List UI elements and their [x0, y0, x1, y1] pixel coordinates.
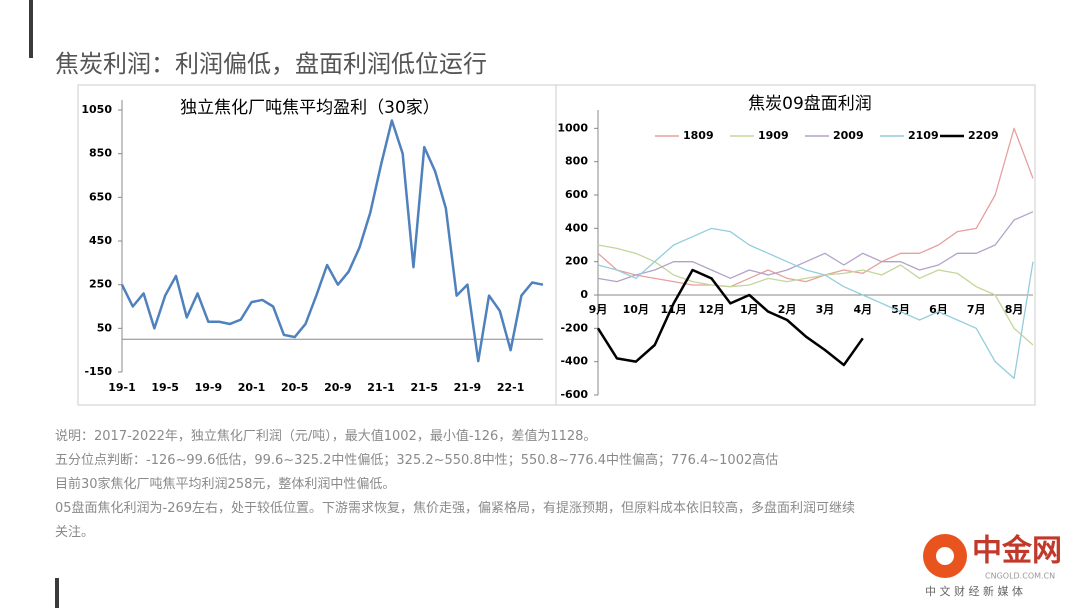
watermark-slogan: 中 文 财 经 新 媒 体: [925, 584, 1023, 598]
series-line: [597, 211, 1034, 283]
chart-title: 焦炭09盘面利润: [748, 94, 872, 114]
y-tick-label: 0: [580, 288, 588, 301]
y-tick-label: 450: [89, 234, 112, 247]
x-tick-label: 10月: [623, 303, 649, 316]
logo: [936, 547, 954, 565]
series-line: [597, 127, 1034, 288]
y-tick-label: 650: [89, 190, 112, 203]
legend-label: 1809: [683, 129, 714, 142]
legend-label: 2109: [908, 129, 939, 142]
note: 05盘面焦化利润为-269左右，处于较低位置。下游需求恢复，焦价走强，偏紧格局，…: [55, 501, 856, 516]
y-tick-label: 800: [565, 155, 588, 168]
watermark-name: 中金网: [972, 534, 1062, 569]
note: 目前30家焦化厂吨焦平均利润258元，整体利润中性偏低。: [55, 477, 396, 492]
x-tick-label: 3月: [816, 303, 835, 316]
y-tick-label: 850: [89, 147, 112, 160]
x-tick-label: 19-1: [108, 381, 136, 394]
accent-bar: [55, 578, 59, 608]
watermark-site: CNGOLD.COM.CN: [985, 572, 1055, 581]
series-line: [597, 244, 1034, 346]
y-tick-label: 1000: [557, 121, 588, 134]
x-tick-label: 20-9: [324, 381, 352, 394]
y-tick-label: -400: [560, 355, 588, 368]
legend-label: 2209: [968, 129, 999, 142]
y-tick-label: 50: [97, 321, 113, 334]
x-tick-label: 20-1: [238, 381, 266, 394]
x-tick-label: 8月: [1005, 303, 1024, 316]
x-tick-label: 19-5: [151, 381, 179, 394]
y-tick-label: -200: [560, 321, 588, 334]
note: 关注。: [55, 525, 95, 540]
y-tick-label: 250: [89, 278, 112, 291]
x-tick-label: 21-1: [367, 381, 395, 394]
line: [120, 119, 544, 363]
series-line: [596, 268, 864, 367]
y-tick-label: 200: [565, 255, 588, 268]
x-tick-label: 21-9: [454, 381, 482, 394]
x-tick-label: 1月: [740, 303, 759, 316]
x-tick-label: 9月: [589, 303, 608, 316]
chart-title: 独立焦化厂吨焦平均盈利（30家）: [180, 98, 440, 118]
slide-title: 焦炭利润：利润偏低，盘面利润低位运行: [55, 50, 487, 78]
accent-bar: [29, 0, 33, 58]
x-tick-label: 4月: [853, 303, 872, 316]
y-tick-label: 400: [565, 221, 588, 234]
y-tick-label: -150: [84, 365, 112, 378]
x-tick-label: 22-1: [497, 381, 525, 394]
x-tick-label: 21-5: [410, 381, 438, 394]
note: 五分位点判断：-126~99.6低估，99.6~325.2中性偏低；325.2~…: [55, 453, 779, 468]
y-tick-label: 1050: [81, 103, 112, 116]
x-tick-label: 12月: [698, 303, 724, 316]
series-line: [597, 227, 1034, 379]
y-tick-label: 600: [565, 188, 588, 201]
x-tick-label: 7月: [967, 303, 986, 316]
y-tick-label: -600: [560, 388, 588, 401]
legend-label: 2009: [833, 129, 864, 142]
x-tick-label: 20-5: [281, 381, 309, 394]
x-tick-label: 6月: [929, 303, 948, 316]
x-tick-label: 5月: [891, 303, 910, 316]
x-tick-label: 2月: [778, 303, 797, 316]
x-tick-label: 19-9: [195, 381, 223, 394]
x-tick-label: 11月: [660, 303, 686, 316]
legend-label: 1909: [758, 129, 789, 142]
note: 说明：2017-2022年，独立焦化厂利润（元/吨），最大值1002，最小值-1…: [55, 429, 597, 444]
